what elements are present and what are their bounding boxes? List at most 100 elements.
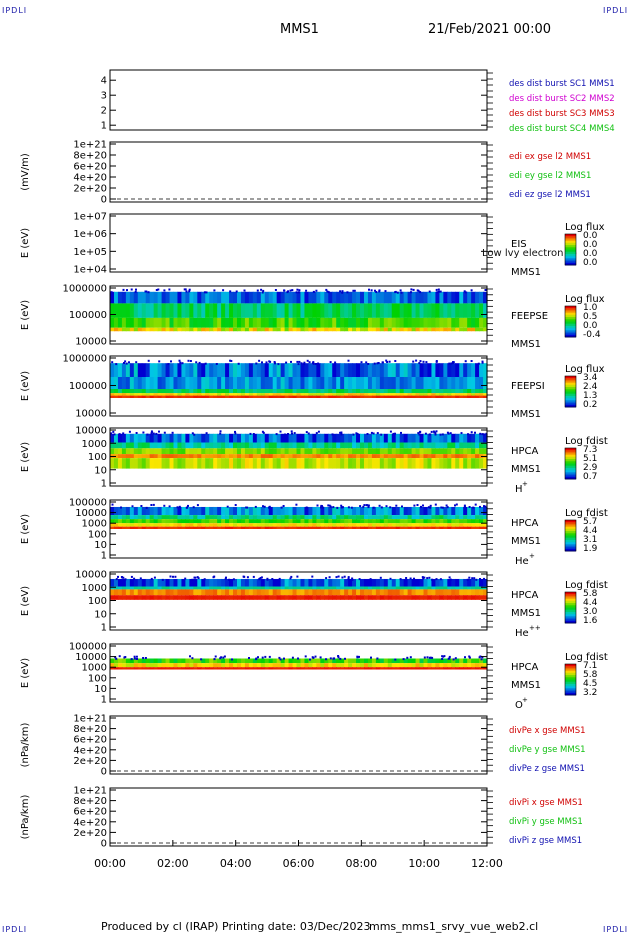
spectrogram-cell: [157, 327, 163, 332]
spectrogram-speckle: [307, 432, 310, 435]
colorbar-cell: [565, 666, 576, 669]
spectrogram-cell: [236, 442, 242, 449]
spectrogram-cell: [161, 291, 167, 304]
spectrogram-cell: [352, 506, 357, 516]
spectrogram-cell: [244, 578, 250, 587]
colorbar-cell: [565, 474, 576, 478]
spectrogram-cell: [197, 395, 202, 398]
spectrogram-cell: [288, 667, 294, 670]
colorbar-cell: [565, 260, 576, 264]
y-tick-label: 1: [101, 695, 107, 706]
spectrogram-cell: [225, 363, 230, 377]
spectrogram-cell: [197, 363, 202, 377]
y-axis-label: E (eV): [20, 442, 31, 472]
spectrogram-cell: [197, 667, 202, 670]
spectrogram-cell: [129, 303, 135, 318]
spectrogram-cell: [391, 663, 397, 668]
footer-script: mms_mms1_srvy_vue_web2.cl: [369, 920, 539, 933]
spectrogram-cell: [260, 595, 266, 600]
spectrogram-cell: [260, 393, 266, 396]
spectrogram-cell: [475, 454, 480, 459]
spectrogram-speckle: [332, 657, 335, 660]
spectrogram-cell: [117, 667, 123, 670]
spectrogram-speckle: [219, 657, 222, 660]
colorbar-cell: [565, 238, 576, 242]
spectrogram-cell: [225, 317, 230, 328]
spectrogram-speckle: [439, 433, 442, 436]
spectrogram-cell: [391, 442, 397, 449]
spectrogram-cell: [451, 327, 456, 332]
spectrogram-cell: [121, 667, 127, 670]
spectrogram-speckle: [194, 576, 197, 579]
spectrogram-cell: [312, 586, 317, 590]
spectrogram-cell: [296, 458, 302, 469]
spectrogram-speckle: [379, 576, 382, 579]
spectrogram-cell: [352, 395, 357, 398]
spectrogram-cell: [415, 578, 421, 587]
spectrogram-cell: [451, 506, 456, 516]
spectrogram-cell: [288, 519, 294, 524]
spectrogram-cell: [352, 454, 357, 459]
spectrogram-cell: [165, 327, 171, 332]
spectrogram-cell: [280, 389, 286, 394]
spectrogram-cell: [443, 586, 448, 590]
spectrogram-cell: [268, 526, 274, 529]
spectrogram-cell: [201, 523, 206, 527]
spectrogram-cell: [427, 667, 433, 670]
spectrogram-cell: [375, 667, 381, 670]
spectrogram-cell: [407, 389, 413, 394]
spectrogram-cell: [471, 303, 476, 318]
spectrogram-cell: [173, 454, 179, 459]
spectrogram-cell: [379, 291, 385, 304]
spectrogram-speckle: [131, 505, 134, 508]
spectrogram-cell: [332, 303, 337, 318]
spectrogram-speckle: [340, 506, 343, 509]
spectrogram-cell: [475, 442, 480, 449]
spectrogram-cell: [471, 393, 476, 396]
spectrogram-cell: [189, 589, 194, 596]
spectrogram-cell: [419, 586, 425, 590]
spectrogram-cell: [419, 526, 425, 529]
spectrogram-cell: [284, 303, 290, 318]
spectrogram-cell: [475, 291, 480, 304]
spectrogram-speckle: [454, 504, 456, 507]
spectrogram-cell: [197, 506, 202, 516]
spectrogram-cell: [288, 389, 294, 394]
spectrogram-speckle: [184, 577, 187, 580]
spectrogram-cell: [475, 515, 480, 520]
spectrogram-cell: [181, 663, 186, 668]
spectrogram-cell: [383, 506, 389, 516]
spectrogram-cell: [352, 433, 357, 443]
spectrogram-speckle: [344, 657, 346, 660]
spectrogram-cell: [371, 327, 377, 332]
y-tick-label: 1e+04: [73, 265, 107, 276]
spectrogram-cell: [403, 515, 409, 520]
spectrogram-cell: [300, 586, 306, 590]
spectrogram-cell: [129, 448, 135, 455]
spectrogram-cell: [292, 317, 298, 328]
spectrogram-speckle: [271, 578, 274, 580]
spectrogram-cell: [316, 519, 321, 524]
spectrogram-cell: [133, 667, 139, 670]
spectrogram-cell: [209, 377, 214, 389]
spectrogram-cell: [352, 523, 357, 527]
spectrogram-cell: [260, 458, 266, 469]
spectrogram-cell: [395, 393, 401, 396]
spectrogram-cell: [356, 578, 361, 587]
spectrogram-cell: [451, 433, 456, 443]
spectrogram-cell: [328, 363, 333, 377]
spectrogram-cell: [419, 389, 425, 394]
spectrogram-cell: [423, 433, 429, 443]
spectrogram-cell: [284, 448, 290, 455]
spectrogram-cell: [332, 523, 337, 527]
colorbar-cell: [565, 598, 576, 602]
spectrogram-cell: [443, 589, 448, 596]
spectrogram-cell: [252, 363, 258, 377]
spectrogram-cell: [145, 433, 151, 443]
spectrogram-cell: [145, 506, 151, 516]
spectrogram-speckle: [447, 657, 450, 660]
spectrogram-cell: [117, 663, 123, 668]
spectrogram-cell: [411, 526, 417, 529]
